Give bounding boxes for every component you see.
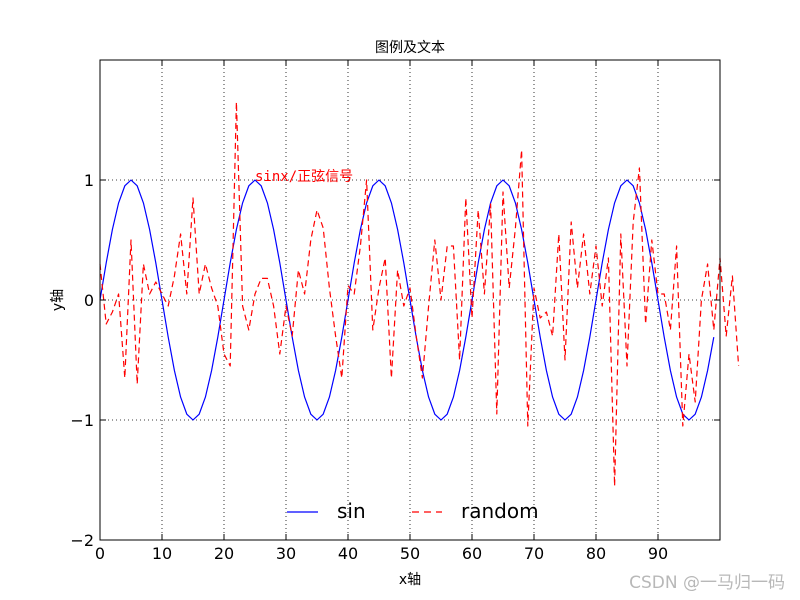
x-tick-label: 20 <box>214 544 234 563</box>
y-tick-label: 1 <box>84 171 94 190</box>
y-tick-label: 0 <box>84 291 94 310</box>
series-line-random <box>99 101 740 487</box>
x-tick-label: 80 <box>586 544 606 563</box>
y-tick-label: −2 <box>70 531 94 550</box>
x-tick-label: 10 <box>152 544 172 563</box>
legend-sin-label: sin <box>337 499 366 523</box>
tick-layer: 0 10 20 30 40 50 60 70 80 90 −2 −1 0 1 <box>70 60 720 563</box>
chart-title: 图例及文本 <box>375 40 445 56</box>
watermark: CSDN @一马归一码 <box>629 573 785 593</box>
legend-random-label: random <box>461 499 539 523</box>
series-line-sin <box>99 179 715 421</box>
x-tick-label: 70 <box>524 544 544 563</box>
x-tick-label: 60 <box>462 544 482 563</box>
legend: sin random <box>287 499 539 523</box>
x-tick-label: 90 <box>648 544 668 563</box>
series-layer <box>99 101 740 487</box>
x-tick-label: 0 <box>95 544 105 563</box>
x-axis-title: x轴 <box>399 572 421 588</box>
x-tick-label: 30 <box>276 544 296 563</box>
y-tick-label: −1 <box>70 411 94 430</box>
x-tick-label: 50 <box>400 544 420 563</box>
x-tick-label: 40 <box>338 544 358 563</box>
y-axis-title: y轴 <box>50 289 66 311</box>
annotation-text: sinx/正弦信号 <box>255 169 353 185</box>
